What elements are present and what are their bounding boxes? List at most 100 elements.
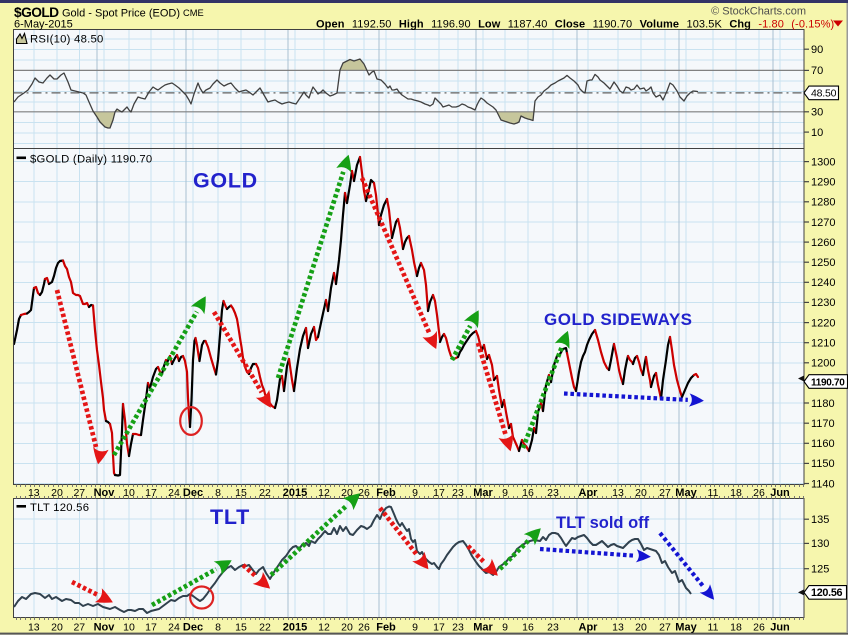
svg-text:2015: 2015 bbox=[283, 487, 307, 499]
svg-text:Feb: Feb bbox=[376, 487, 396, 499]
svg-text:Apr: Apr bbox=[579, 487, 599, 499]
svg-text:20: 20 bbox=[635, 487, 647, 499]
svg-text:1190.70: 1190.70 bbox=[811, 377, 845, 388]
svg-text:22: 22 bbox=[259, 487, 271, 499]
svg-text:13: 13 bbox=[28, 487, 40, 499]
svg-text:11: 11 bbox=[708, 487, 719, 499]
svg-text:23: 23 bbox=[547, 621, 559, 633]
svg-text:8: 8 bbox=[215, 487, 221, 499]
svg-text:13: 13 bbox=[612, 621, 624, 633]
svg-text:1250: 1250 bbox=[811, 257, 835, 269]
svg-text:2015: 2015 bbox=[283, 621, 307, 633]
svg-text:CME: CME bbox=[183, 8, 204, 18]
svg-text:10: 10 bbox=[123, 621, 135, 633]
svg-text:13: 13 bbox=[28, 621, 40, 633]
svg-text:135: 135 bbox=[811, 514, 829, 526]
svg-text:22: 22 bbox=[259, 621, 271, 633]
svg-text:90: 90 bbox=[811, 44, 823, 56]
svg-text:20: 20 bbox=[635, 621, 647, 633]
svg-text:TLT: TLT bbox=[210, 505, 250, 529]
svg-text:125: 125 bbox=[811, 564, 829, 576]
svg-text:6-May-2015: 6-May-2015 bbox=[14, 19, 73, 31]
svg-text:$GOLD (Daily) 1190.70: $GOLD (Daily) 1190.70 bbox=[30, 154, 152, 166]
svg-text:26: 26 bbox=[753, 487, 765, 499]
svg-text:27: 27 bbox=[659, 487, 671, 499]
svg-text:Gold - Spot Price (EOD): Gold - Spot Price (EOD) bbox=[62, 8, 180, 20]
svg-text:1300: 1300 bbox=[811, 156, 835, 168]
svg-text:9: 9 bbox=[412, 487, 418, 499]
svg-text:17: 17 bbox=[145, 487, 157, 499]
svg-text:27: 27 bbox=[659, 621, 671, 633]
svg-text:May: May bbox=[675, 487, 697, 499]
svg-text:15: 15 bbox=[235, 621, 247, 633]
svg-text:TLT 120.56: TLT 120.56 bbox=[30, 502, 89, 514]
svg-text:1150: 1150 bbox=[811, 458, 835, 470]
svg-text:1270: 1270 bbox=[811, 217, 835, 229]
svg-text:30: 30 bbox=[811, 107, 823, 119]
svg-text:26: 26 bbox=[753, 621, 765, 633]
svg-text:Open 1192.50 High 1196.90 Low: Open 1192.50 High 1196.90 Low 1187.40 Cl… bbox=[316, 19, 834, 31]
svg-text:1290: 1290 bbox=[811, 177, 835, 189]
svg-text:23: 23 bbox=[452, 621, 464, 633]
svg-text:1210: 1210 bbox=[811, 338, 835, 350]
svg-text:24: 24 bbox=[168, 621, 180, 633]
svg-text:16: 16 bbox=[522, 621, 534, 633]
svg-text:1160: 1160 bbox=[811, 438, 835, 450]
svg-text:Nov: Nov bbox=[94, 621, 116, 633]
svg-text:GOLD SIDEWAYS: GOLD SIDEWAYS bbox=[544, 310, 693, 329]
svg-text:18: 18 bbox=[730, 621, 742, 633]
svg-text:20: 20 bbox=[341, 621, 353, 633]
svg-text:23: 23 bbox=[547, 487, 559, 499]
svg-text:Feb: Feb bbox=[376, 621, 396, 633]
svg-text:1240: 1240 bbox=[811, 277, 835, 289]
svg-text:1280: 1280 bbox=[811, 197, 835, 209]
svg-text:12: 12 bbox=[318, 621, 330, 633]
svg-text:11: 11 bbox=[708, 621, 719, 633]
svg-text:27: 27 bbox=[73, 621, 85, 633]
svg-text:TLT sold off: TLT sold off bbox=[556, 514, 650, 532]
svg-text:24: 24 bbox=[168, 487, 180, 499]
svg-text:9: 9 bbox=[502, 487, 508, 499]
svg-text:9: 9 bbox=[412, 621, 418, 633]
svg-text:GOLD: GOLD bbox=[193, 169, 258, 193]
svg-text:26: 26 bbox=[358, 487, 370, 499]
svg-text:20: 20 bbox=[51, 621, 63, 633]
svg-text:Mar: Mar bbox=[473, 621, 493, 633]
svg-text:120.56: 120.56 bbox=[811, 587, 843, 599]
svg-text:Jun: Jun bbox=[770, 487, 790, 499]
svg-text:70: 70 bbox=[811, 65, 823, 77]
svg-text:16: 16 bbox=[522, 487, 534, 499]
svg-text:Dec: Dec bbox=[183, 621, 203, 633]
svg-text:Dec: Dec bbox=[183, 487, 203, 499]
svg-text:12: 12 bbox=[318, 487, 330, 499]
svg-text:18: 18 bbox=[730, 487, 742, 499]
svg-text:23: 23 bbox=[452, 487, 464, 499]
svg-text:26: 26 bbox=[358, 621, 370, 633]
svg-text:1220: 1220 bbox=[811, 317, 835, 329]
svg-text:Nov: Nov bbox=[94, 487, 116, 499]
svg-text:8: 8 bbox=[215, 621, 221, 633]
svg-text:© StockCharts.com: © StockCharts.com bbox=[711, 6, 806, 18]
svg-text:Apr: Apr bbox=[579, 621, 599, 633]
svg-text:17: 17 bbox=[145, 621, 157, 633]
svg-text:RSI(10) 48.50: RSI(10) 48.50 bbox=[30, 34, 104, 46]
svg-text:27: 27 bbox=[73, 487, 85, 499]
svg-text:13: 13 bbox=[612, 487, 624, 499]
svg-text:Jun: Jun bbox=[770, 621, 790, 633]
svg-text:May: May bbox=[675, 621, 697, 633]
svg-text:1200: 1200 bbox=[811, 358, 835, 370]
svg-text:9: 9 bbox=[502, 621, 508, 633]
svg-text:1140: 1140 bbox=[811, 478, 835, 490]
svg-text:Mar: Mar bbox=[473, 487, 493, 499]
svg-text:1260: 1260 bbox=[811, 237, 835, 249]
svg-text:20: 20 bbox=[51, 487, 63, 499]
svg-text:1180: 1180 bbox=[811, 398, 835, 410]
svg-text:15: 15 bbox=[235, 487, 247, 499]
svg-text:17: 17 bbox=[433, 621, 445, 633]
svg-text:10: 10 bbox=[123, 487, 135, 499]
svg-text:1170: 1170 bbox=[811, 418, 835, 430]
svg-text:1230: 1230 bbox=[811, 297, 835, 309]
svg-text:10: 10 bbox=[811, 127, 823, 139]
svg-text:17: 17 bbox=[433, 487, 445, 499]
svg-text:130: 130 bbox=[811, 538, 829, 550]
